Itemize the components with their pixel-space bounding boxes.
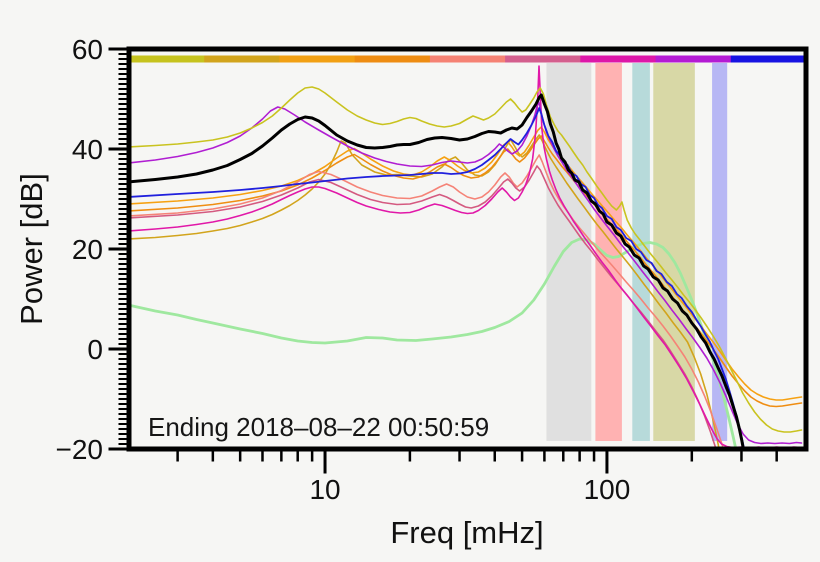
- spectrum-mustard-line: [129, 134, 720, 447]
- spectrum-magenta-line: [129, 65, 803, 447]
- plot-frame: [126, 46, 809, 452]
- colorbar-segment-6: [505, 55, 581, 63]
- band-gray: [546, 63, 592, 441]
- x-tick-label: 100: [584, 474, 631, 505]
- x-axis-title: Freq [mHz]: [390, 515, 543, 550]
- spectrum-mean-black-line: [129, 93, 745, 447]
- colorbar-segment-7: [580, 55, 657, 63]
- x-tick-label: 10: [309, 474, 340, 505]
- y-tick-label: −20: [56, 434, 104, 465]
- y-tick-label: 60: [72, 34, 103, 65]
- spectrum-purple-line: [129, 101, 803, 445]
- spectrum-blue-line: [129, 107, 745, 447]
- colorbar-segment-3: [279, 55, 356, 63]
- colorbar-segment-9: [730, 55, 807, 63]
- colorbar-segment-8: [655, 55, 732, 63]
- y-axis-title: Power [dB]: [14, 173, 49, 325]
- colorbar-segment-5: [429, 55, 506, 63]
- frequency-bands: [546, 63, 728, 441]
- noise-floor-green-line: [129, 237, 737, 447]
- band-olive: [653, 63, 695, 441]
- axis-ticks: [108, 47, 778, 474]
- spectra-curves: [129, 65, 803, 447]
- time-colorbar: [129, 55, 807, 63]
- y-tick-label: 20: [72, 234, 103, 265]
- ending-timestamp-annotation: Ending 2018–08–22 00:50:59: [148, 412, 489, 442]
- y-tick-label: 0: [87, 334, 103, 365]
- colorbar-segment-2: [204, 55, 280, 63]
- colorbar-segment-4: [354, 55, 431, 63]
- spectrum-yellow-line: [129, 86, 803, 433]
- colorbar-segment-1: [129, 55, 205, 63]
- spectrum-orange-dark-line: [129, 135, 803, 408]
- y-tick-label: 40: [72, 134, 103, 165]
- axis-tick-labels: 60 40 20 0 −20 10 100: [56, 34, 631, 505]
- spectrum-orange-line: [129, 126, 803, 401]
